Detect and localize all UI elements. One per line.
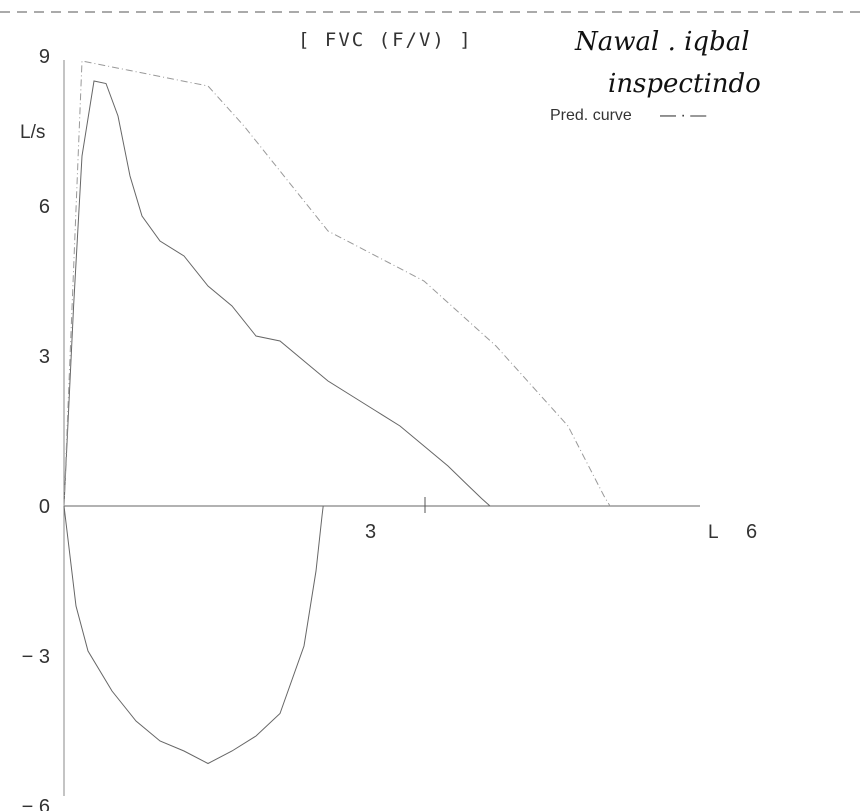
legend-label: Pred. curve [550, 107, 632, 124]
inspiratory-flow-curve [63, 505, 324, 765]
legend-symbol: — · — [660, 107, 706, 124]
predicted-curve-line [63, 60, 611, 507]
chart-title: [ FVC (F/V) ] [298, 29, 473, 51]
expiratory-flow-curve [63, 80, 491, 507]
y-tick-label: 9 [39, 46, 50, 68]
y-tick-label: − 6 [22, 796, 50, 811]
x-axis-unit: L [708, 522, 719, 543]
x-tick-label: 3 [365, 521, 376, 543]
y-tick-label: − 3 [22, 646, 50, 668]
y-tick-label: 3 [39, 346, 50, 368]
y-tick-label: 6 [39, 196, 50, 218]
handwritten-note: inspectindo [608, 69, 761, 99]
x-tick-label: 6 [746, 521, 757, 543]
y-tick-label: 0 [39, 496, 50, 518]
y-axis-unit: L/s [20, 122, 45, 143]
legend: Pred. curve — · — [550, 107, 706, 124]
handwritten-name: Nawal . iqbal [574, 27, 750, 57]
